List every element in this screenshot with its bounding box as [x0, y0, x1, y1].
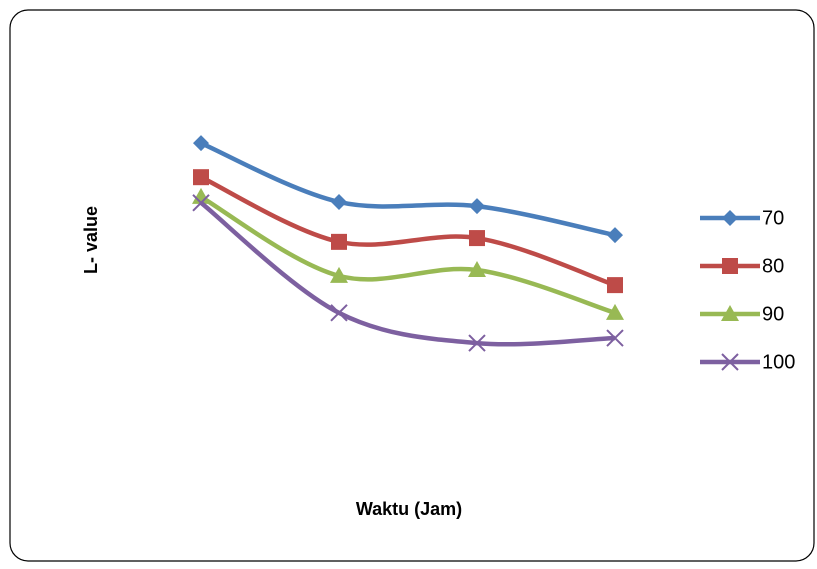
data-point: [607, 227, 623, 244]
legend-label: 100: [762, 351, 795, 373]
legend-label: 90: [762, 303, 784, 325]
chart-border: [9, 9, 815, 562]
data-point: [192, 194, 210, 212]
data-point: [469, 230, 485, 247]
data-point: [192, 187, 210, 204]
data-point: [193, 135, 209, 152]
data-point: [331, 233, 347, 250]
legend-marker: [721, 305, 739, 321]
data-point: [330, 266, 348, 283]
data-point: [606, 329, 624, 347]
data-point: [469, 198, 485, 215]
legend-label: 80: [762, 255, 784, 277]
legend-marker: [721, 353, 739, 371]
series-line: [200, 175, 616, 288]
x-axis-label: Waktu (Jam): [356, 499, 462, 519]
data-point: [331, 193, 347, 210]
data-point: [606, 303, 624, 320]
data-point: [330, 304, 348, 322]
series-line: [200, 141, 616, 238]
legend-marker: [722, 258, 738, 274]
legend-marker: [722, 210, 738, 226]
y-axis-label: L- value: [81, 206, 101, 274]
data-point: [193, 169, 209, 186]
series-line: [199, 201, 616, 347]
data-point: [607, 277, 623, 294]
legend-label: 70: [762, 207, 784, 229]
data-point: [468, 334, 486, 352]
series-line: [199, 194, 616, 315]
data-point: [468, 261, 486, 277]
